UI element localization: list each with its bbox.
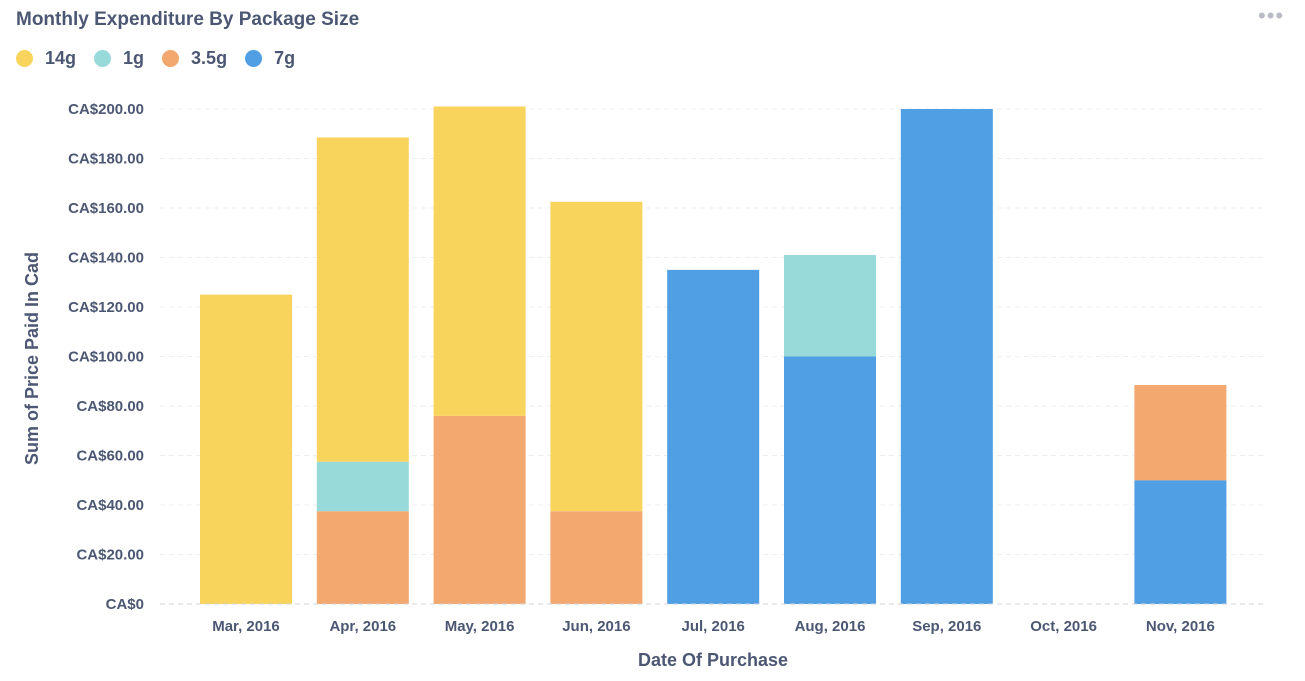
legend-item-7g[interactable]: 7g — [245, 48, 295, 69]
bar-7g-5[interactable] — [784, 356, 876, 605]
legend-label-14g: 14g — [45, 48, 77, 68]
legend-dot-7g — [245, 50, 263, 67]
bar-1g-1[interactable] — [316, 461, 409, 512]
legend-dot-14g — [16, 50, 33, 67]
legend-label-3-5g: 3.5g — [191, 48, 228, 68]
y-tick-label: CA$20.00 — [76, 547, 144, 564]
bars — [200, 106, 1227, 605]
x-tick-label: May, 2016 — [445, 618, 515, 635]
x-tick-label: Jun, 2016 — [562, 618, 630, 635]
y-tick-label: CA$200.00 — [68, 101, 144, 118]
bar-14g-3[interactable] — [550, 201, 643, 512]
x-tick-label: Oct, 2016 — [1030, 618, 1097, 635]
y-tick-label: CA$180.00 — [68, 151, 144, 168]
y-axis-title: Sum of Price Paid In Cad — [22, 252, 42, 465]
bar-3-5g-2[interactable] — [433, 415, 526, 604]
bar-1g-5[interactable] — [784, 255, 876, 357]
legend: 14g 1g 3.5g 7g — [16, 48, 313, 69]
x-axis-title: Date Of Purchase — [638, 650, 788, 670]
bar-14g-0[interactable] — [200, 294, 292, 604]
legend-label-1g: 1g — [123, 48, 145, 68]
y-tick-label: CA$120.00 — [68, 299, 144, 316]
x-tick-label: Mar, 2016 — [212, 618, 280, 635]
more-options-icon[interactable]: ••• — [1258, 3, 1285, 28]
y-tick-label: CA$0 — [106, 596, 144, 613]
bar-3-5g-1[interactable] — [316, 511, 409, 604]
bar-3-5g-3[interactable] — [550, 511, 643, 604]
x-tick-label: Jul, 2016 — [682, 618, 745, 635]
y-tick-label: CA$60.00 — [76, 448, 144, 465]
legend-label-7g: 7g — [274, 48, 296, 68]
y-tick-label: CA$40.00 — [76, 497, 144, 514]
legend-dot-1g — [94, 50, 112, 67]
bar-7g-4[interactable] — [667, 269, 760, 604]
y-tick-label: CA$80.00 — [76, 398, 144, 415]
chart-title: Monthly Expenditure By Package Size — [16, 9, 360, 30]
legend-item-3-5g[interactable]: 3.5g — [162, 48, 227, 69]
bar-7g-6[interactable] — [900, 109, 993, 604]
legend-item-14g[interactable]: 14g — [16, 48, 76, 69]
y-tick-label: CA$160.00 — [68, 200, 144, 217]
legend-dot-3-5g — [162, 50, 180, 67]
x-tick-label: Nov, 2016 — [1146, 618, 1215, 635]
x-axis-ticks: Mar, 2016 Apr, 2016 May, 2016 Jun, 2016 Jul,… — [212, 618, 1215, 635]
x-tick-label: Aug, 2016 — [795, 618, 866, 635]
bar-14g-1[interactable] — [316, 137, 409, 462]
y-tick-label: CA$140.00 — [68, 250, 144, 267]
bar-14g-2[interactable] — [433, 106, 526, 416]
x-tick-label: Apr, 2016 — [329, 618, 396, 635]
bar-7g-8[interactable] — [1134, 480, 1227, 604]
legend-item-1g[interactable]: 1g — [94, 48, 144, 69]
y-tick-label: CA$100.00 — [68, 349, 144, 366]
bar-3-5g-8[interactable] — [1134, 384, 1227, 481]
x-tick-label: Sep, 2016 — [912, 618, 981, 635]
y-axis-ticks: CA$0 CA$20.00 CA$40.00 CA$60.00 CA$80.00 CA$1… — [68, 101, 144, 613]
